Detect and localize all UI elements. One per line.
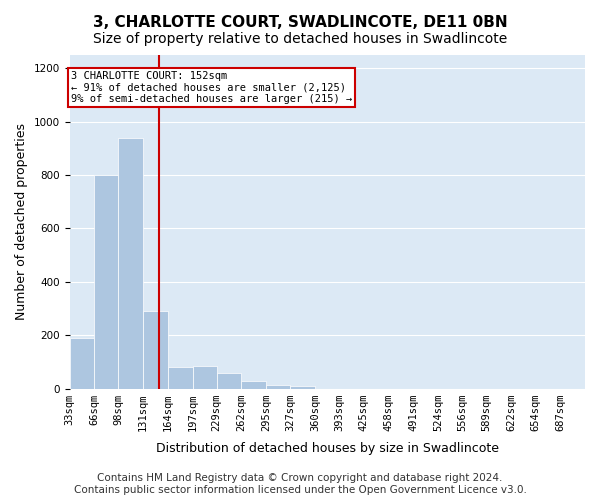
Bar [143,311,168,388]
Y-axis label: Number of detached properties: Number of detached properties [15,124,28,320]
Bar [168,367,193,388]
X-axis label: Distribution of detached houses by size in Swadlincote: Distribution of detached houses by size … [156,442,499,455]
Bar [118,138,143,388]
Text: 3 CHARLOTTE COURT: 152sqm
← 91% of detached houses are smaller (2,125)
9% of sem: 3 CHARLOTTE COURT: 152sqm ← 91% of detac… [71,71,352,104]
Bar [217,372,241,388]
Bar [94,175,118,388]
Bar [266,384,290,388]
Bar [290,386,315,388]
Text: Size of property relative to detached houses in Swadlincote: Size of property relative to detached ho… [93,32,507,46]
Bar [241,380,266,388]
Bar [70,338,94,388]
Bar [193,366,217,388]
Text: 3, CHARLOTTE COURT, SWADLINCOTE, DE11 0BN: 3, CHARLOTTE COURT, SWADLINCOTE, DE11 0B… [92,15,508,30]
Text: Contains HM Land Registry data © Crown copyright and database right 2024.
Contai: Contains HM Land Registry data © Crown c… [74,474,526,495]
